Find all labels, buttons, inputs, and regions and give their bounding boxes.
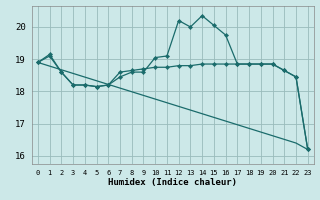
X-axis label: Humidex (Indice chaleur): Humidex (Indice chaleur) [108, 178, 237, 187]
